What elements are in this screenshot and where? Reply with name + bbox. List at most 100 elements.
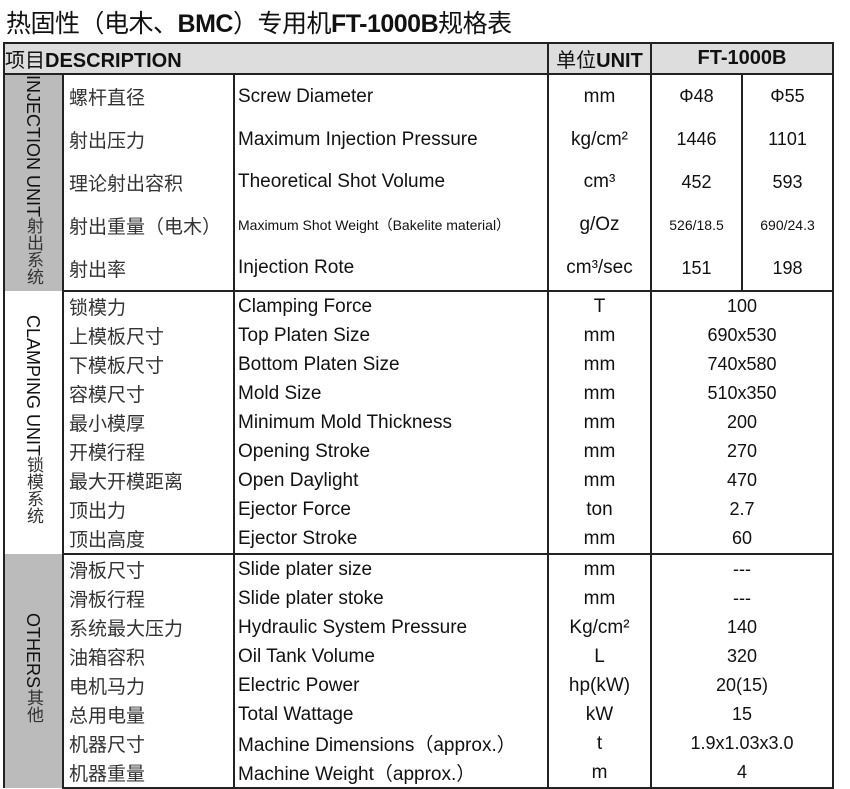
item-value: 510x350 bbox=[650, 379, 834, 408]
item-name-en: Total Wattage bbox=[233, 700, 549, 729]
item-value: --- bbox=[650, 554, 834, 584]
item-value-48: 151 bbox=[650, 246, 743, 293]
item-name-en: Machine Weight（approx.） bbox=[233, 758, 549, 789]
item-name-en: Slide plater size bbox=[233, 554, 549, 584]
item-name-en: Theoretical Shot Volume bbox=[233, 161, 549, 204]
item-value: --- bbox=[650, 584, 834, 613]
item-unit: hp(kW) bbox=[547, 671, 652, 700]
item-name-en: Clamping Force bbox=[233, 291, 549, 321]
table-row: 总用电量 Total Wattage kW 15 bbox=[4, 700, 834, 729]
group-label: CLAMPING UNIT锁模系统 bbox=[3, 291, 64, 554]
item-unit: kW bbox=[547, 700, 652, 729]
item-unit: mm bbox=[547, 554, 652, 584]
item-unit: mm bbox=[547, 437, 652, 466]
table-row: 射出重量（电木） Maximum Shot Weight（Bakelite mat… bbox=[4, 203, 834, 247]
item-unit: m bbox=[547, 758, 652, 789]
table-row: INJECTION UNIT射出系统 螺杆直径 Screw Diameter mm Φ4… bbox=[3, 74, 834, 291]
table-row: 容模尺寸 Mold Size mm 510x350 bbox=[4, 379, 834, 408]
item-name-cn: 总用电量 bbox=[62, 700, 235, 729]
header-unit-cn: 单位 bbox=[556, 50, 597, 72]
table-row: 最小模厚 Minimum Mold Thickness mm 200 bbox=[4, 408, 834, 437]
table-row: 滑板行程 Slide plater stoke mm --- bbox=[4, 584, 834, 613]
table-row: 顶出高度 Ejector Stroke mm 60 bbox=[4, 524, 834, 555]
item-unit: mm bbox=[547, 584, 652, 613]
item-name-cn: 最大开模距离 bbox=[62, 466, 235, 495]
header-desc-en: DESCRIPTION bbox=[45, 50, 182, 72]
item-name-cn: 射出率 bbox=[62, 246, 235, 293]
header-unit: 单位UNIT bbox=[547, 42, 652, 75]
header-model: FT-1000B bbox=[650, 42, 834, 75]
table-row: 理论射出容积 Theoretical Shot Volume cm³ 452 593 bbox=[4, 161, 834, 204]
item-name-cn: 顶出高度 bbox=[62, 524, 235, 555]
table-row: 下模板尺寸 Bottom Platen Size mm 740x580 bbox=[4, 350, 834, 379]
item-unit: L bbox=[547, 642, 652, 671]
item-unit: cm³ bbox=[547, 161, 652, 204]
item-value: 270 bbox=[650, 437, 834, 466]
item-name-en: Oil Tank Volume bbox=[233, 642, 549, 671]
item-name-cn: 射出重量（电木） bbox=[62, 203, 235, 247]
title-part: FT-1000B bbox=[330, 10, 439, 38]
item-name-cn: 锁模力 bbox=[62, 291, 235, 321]
item-name-en: Injection Rote bbox=[233, 246, 549, 293]
item-unit: ton bbox=[547, 495, 652, 524]
title-part: ）专用机 bbox=[232, 10, 332, 38]
table-row: 油箱容积 Oil Tank Volume L 320 bbox=[4, 642, 834, 671]
item-value-48: 452 bbox=[650, 161, 743, 204]
item-name-en: Maximum Injection Pressure bbox=[233, 118, 549, 162]
table-row: 射出压力 Maximum Injection Pressure kg/cm² 1446… bbox=[4, 118, 834, 162]
table-row: CLAMPING UNIT锁模系统 锁模力 Clamping Force T 100 bbox=[3, 291, 834, 554]
item-name-cn: 机器重量 bbox=[62, 758, 235, 789]
item-value-55: 198 bbox=[741, 246, 834, 293]
table-row: 系统最大压力 Hydraulic System Pressure Kg/cm² 140 bbox=[4, 613, 834, 642]
item-name-en: Slide plater stoke bbox=[233, 584, 549, 613]
item-value: 4 bbox=[650, 758, 834, 789]
item-unit: mm bbox=[547, 74, 652, 119]
item-name-en: Machine Dimensions（approx.） bbox=[233, 729, 549, 758]
item-value-48: 1446 bbox=[650, 118, 743, 162]
item-name-en: Top Platen Size bbox=[233, 321, 549, 350]
item-name-en: Ejector Force bbox=[233, 495, 549, 524]
item-name-en: Electric Power bbox=[233, 671, 549, 700]
item-name-cn: 下模板尺寸 bbox=[62, 350, 235, 379]
table-row: 电机马力 Electric Power hp(kW) 20(15) bbox=[4, 671, 834, 700]
table-row: OTHERS其他 滑板尺寸 Slide plater size mm --- bbox=[3, 554, 834, 788]
item-name-cn: 上模板尺寸 bbox=[62, 321, 235, 350]
group-label-cn: 锁模系统 bbox=[24, 456, 43, 524]
item-value: 320 bbox=[650, 642, 834, 671]
item-name-cn: 油箱容积 bbox=[62, 642, 235, 671]
item-name-cn: 滑板尺寸 bbox=[62, 554, 235, 584]
item-name-en: Opening Stroke bbox=[233, 437, 549, 466]
item-value-55: Φ55 bbox=[741, 74, 834, 119]
item-unit: T bbox=[547, 291, 652, 321]
item-unit: mm bbox=[547, 379, 652, 408]
item-value-55: 593 bbox=[741, 161, 834, 204]
item-value: 140 bbox=[650, 613, 834, 642]
item-value: 1.9x1.03x3.0 bbox=[650, 729, 834, 758]
item-value: 740x580 bbox=[650, 350, 834, 379]
table-row: 机器尺寸 Machine Dimensions（approx.） t 1.9x1.03… bbox=[4, 729, 834, 758]
item-name-en: Hydraulic System Pressure bbox=[233, 613, 549, 642]
item-name-en: Bottom Platen Size bbox=[233, 350, 549, 379]
item-unit: mm bbox=[547, 524, 652, 555]
group-label-en: OTHERS bbox=[23, 613, 43, 689]
item-value: 470 bbox=[650, 466, 834, 495]
group-label: OTHERS其他 bbox=[3, 554, 64, 788]
item-value: 200 bbox=[650, 408, 834, 437]
item-name-cn: 电机马力 bbox=[62, 671, 235, 700]
item-name-en: Maximum Shot Weight（Bakelite material） bbox=[233, 203, 549, 247]
title-part: 规格表 bbox=[438, 10, 512, 38]
item-name-cn: 射出压力 bbox=[62, 118, 235, 162]
group-label-en: INJECTION UNIT bbox=[23, 75, 43, 217]
item-unit: mm bbox=[547, 350, 652, 379]
item-value: 60 bbox=[650, 524, 834, 555]
item-value: 20(15) bbox=[650, 671, 834, 700]
group-label: INJECTION UNIT射出系统 bbox=[3, 74, 64, 291]
item-name-en: Screw Diameter bbox=[233, 74, 549, 119]
table-row: 顶出力 Ejector Force ton 2.7 bbox=[4, 495, 834, 524]
item-name-cn: 系统最大压力 bbox=[62, 613, 235, 642]
header-row: 项目DESCRIPTION 单位UNIT FT-1000B bbox=[3, 42, 834, 75]
spec-table: 项目DESCRIPTION 单位UNIT FT-1000B INJECTION … bbox=[3, 42, 834, 789]
table-row: 机器重量 Machine Weight（approx.） m 4 bbox=[4, 758, 834, 789]
item-name-cn: 顶出力 bbox=[62, 495, 235, 524]
item-unit: t bbox=[547, 729, 652, 758]
